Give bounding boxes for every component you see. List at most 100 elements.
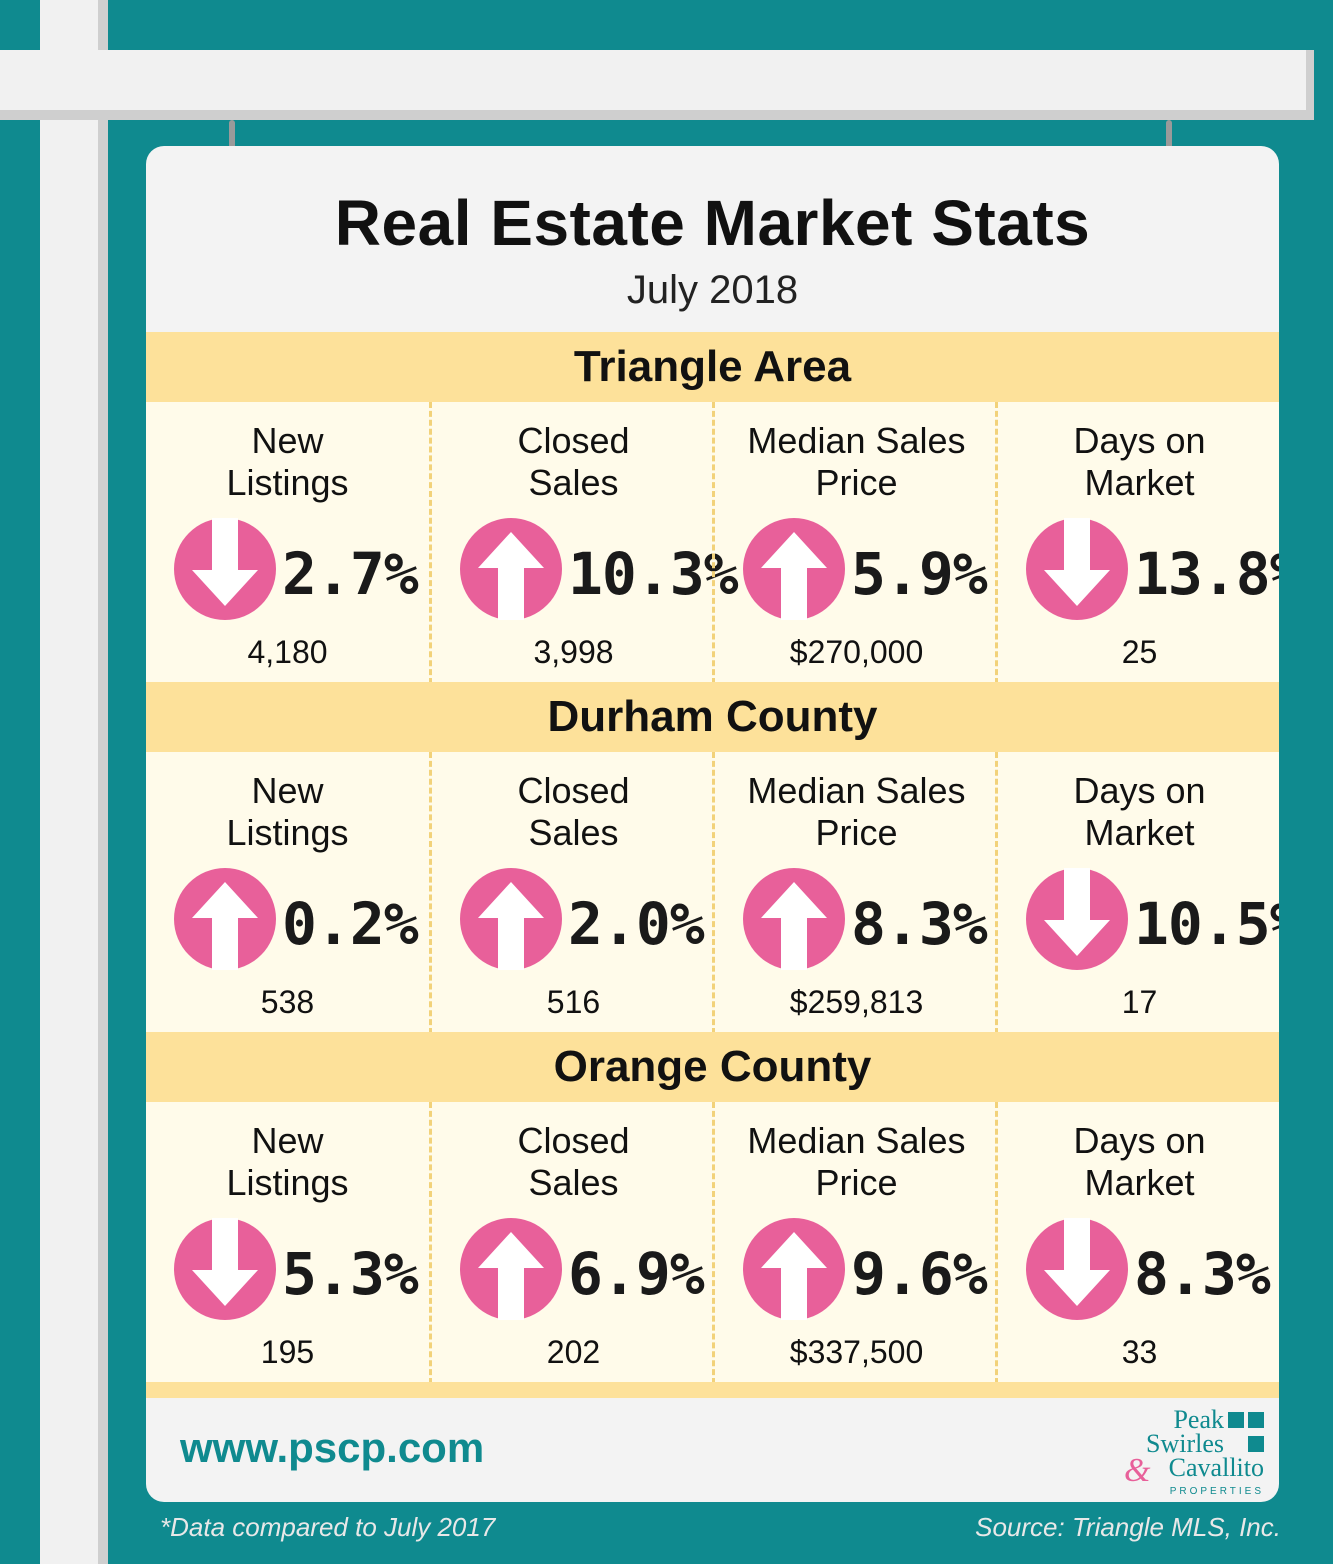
stat-card: Closed Sales 6.9% 202 — [429, 1102, 715, 1384]
arrow-up-icon — [460, 518, 562, 620]
stat-card: Closed Sales 2.0% 516 — [429, 752, 715, 1034]
arrow-down-icon — [1026, 518, 1128, 620]
page-title: Real Estate Market Stats — [334, 187, 1091, 259]
stat-value: 17 — [1121, 984, 1158, 1020]
stat-label-line: Median Sales — [747, 770, 966, 811]
logo-square — [1248, 1412, 1264, 1428]
stat-card: Median Sales Price 5.9% $270,000 — [712, 402, 998, 684]
logo-line-swirles: Swirles — [1146, 1429, 1224, 1458]
stat-label-line: Listings — [226, 462, 349, 503]
stat-value: 202 — [546, 1334, 601, 1370]
stat-percent: 2.0% — [568, 890, 705, 958]
company-logo: Peak Swirles & Cavallito PROPERTIES — [1124, 1407, 1264, 1497]
stat-value: $259,813 — [789, 984, 924, 1020]
stat-label: Closed Sales — [432, 420, 715, 504]
stat-percent: 10.3% — [568, 540, 739, 608]
arrow-up-icon — [743, 1218, 845, 1320]
region-section: Durham County New Listings 0.2% 538 Closed Sal… — [146, 682, 1279, 1034]
stat-label: Median Sales Price — [715, 770, 998, 854]
stat-label-line: Closed — [517, 1120, 630, 1161]
sign-crossbar-end — [1306, 50, 1314, 120]
stat-value: $270,000 — [789, 634, 924, 670]
website-link[interactable]: www.pscp.com — [180, 1424, 485, 1471]
stat-label-line: Median Sales — [747, 1120, 966, 1161]
stat-label-line: New — [251, 420, 324, 461]
arrow-down-icon — [174, 1218, 276, 1320]
logo-square — [1248, 1436, 1264, 1452]
stat-label-line: New — [251, 1120, 324, 1161]
region-heading: Triangle Area — [146, 332, 1279, 402]
stat-label-line: Market — [1084, 462, 1195, 503]
stat-label-line: Days on — [1073, 420, 1206, 461]
stat-label: Median Sales Price — [715, 1120, 998, 1204]
stat-label-line: Median Sales — [747, 420, 966, 461]
stat-label-line: Days on — [1073, 770, 1206, 811]
stat-label-line: Closed — [517, 420, 630, 461]
stat-label: Median Sales Price — [715, 420, 998, 504]
sign-chain-left — [229, 120, 235, 156]
stat-value: 195 — [260, 1334, 315, 1370]
stat-card: New Listings 5.3% 195 — [146, 1102, 429, 1384]
stat-percent: 8.3% — [1134, 1240, 1271, 1308]
stat-label-line: Closed — [517, 770, 630, 811]
stat-percent: 10.5% — [1134, 890, 1279, 958]
stat-percent: 13.8% — [1134, 540, 1279, 608]
stat-percent: 8.3% — [851, 890, 988, 958]
comparison-note: *Data compared to July 2017 — [160, 1512, 496, 1542]
logo-line-cavallito: Cavallito — [1168, 1453, 1264, 1482]
sign-chain-right — [1166, 120, 1172, 156]
stat-card: Median Sales Price 9.6% $337,500 — [712, 1102, 998, 1384]
stat-label-line: Price — [815, 812, 898, 853]
arrow-up-icon — [743, 518, 845, 620]
arrow-down-icon — [174, 518, 276, 620]
stats-row: New Listings 5.3% 195 Closed Sales 6.9% 202 Medi… — [146, 1102, 1279, 1384]
arrow-up-icon — [460, 868, 562, 970]
stat-percent: 6.9% — [568, 1240, 705, 1308]
stat-label-line: Price — [815, 1162, 898, 1203]
stat-card: Days on Market 8.3% 33 — [995, 1102, 1279, 1384]
stat-percent: 2.7% — [282, 540, 419, 608]
stat-value: 538 — [260, 984, 315, 1020]
stat-label: New Listings — [146, 420, 429, 504]
stat-value: $337,500 — [789, 1334, 924, 1370]
stat-card: Closed Sales 10.3% 3,998 — [429, 402, 739, 684]
arrow-up-icon — [743, 868, 845, 970]
sign-post-shadow — [98, 0, 108, 1564]
stat-label-line: Sales — [528, 1162, 619, 1203]
stat-label: Days on Market — [998, 770, 1279, 854]
stat-value: 4,180 — [247, 634, 328, 670]
stat-card: Median Sales Price 8.3% $259,813 — [712, 752, 998, 1034]
stat-percent: 5.9% — [851, 540, 988, 608]
sign-post — [40, 0, 98, 1564]
region-heading: Durham County — [146, 682, 1279, 752]
sign-crossbar-shadow — [0, 110, 1314, 120]
stat-label: New Listings — [146, 1120, 429, 1204]
stat-label: Closed Sales — [432, 1120, 715, 1204]
stat-value: 33 — [1121, 1334, 1158, 1370]
sign-board: Real Estate Market Stats July 2018 Trian… — [146, 146, 1279, 1502]
bottom-strip — [146, 1382, 1279, 1398]
stat-value: 516 — [546, 984, 601, 1020]
stat-label-line: Price — [815, 462, 898, 503]
stat-label: Days on Market — [998, 1120, 1279, 1204]
stat-label-line: Market — [1084, 1162, 1195, 1203]
stat-label-line: New — [251, 770, 324, 811]
stat-card: New Listings 0.2% 538 — [146, 752, 429, 1034]
stat-label-line: Days on — [1073, 1120, 1206, 1161]
arrow-up-icon — [174, 868, 276, 970]
stat-label: New Listings — [146, 770, 429, 854]
stat-card: New Listings 2.7% 4,180 — [146, 402, 429, 684]
stats-row: New Listings 0.2% 538 Closed Sales 2.0% 516 Medi… — [146, 752, 1279, 1034]
stat-label-line: Listings — [226, 812, 349, 853]
logo-line-properties: PROPERTIES — [1169, 1486, 1264, 1497]
stat-label: Days on Market — [998, 420, 1279, 504]
stat-value: 25 — [1121, 634, 1158, 670]
stat-label-line: Listings — [226, 1162, 349, 1203]
stat-percent: 5.3% — [282, 1240, 419, 1308]
region-section: Triangle Area New Listings 2.7% 4,180 Closed S… — [146, 332, 1279, 684]
stat-percent: 9.6% — [851, 1240, 988, 1308]
region-heading: Orange County — [146, 1032, 1279, 1102]
logo-square — [1228, 1412, 1244, 1428]
